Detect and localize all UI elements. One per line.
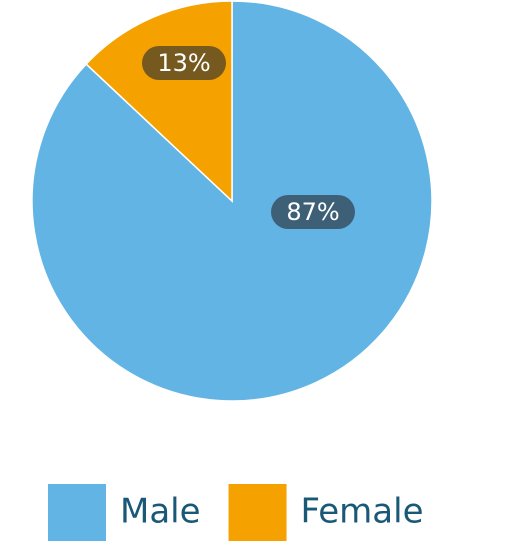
label-background — [271, 195, 355, 229]
legend-swatch — [228, 484, 287, 541]
data-label: 87% — [286, 198, 339, 226]
pie-slice — [31, 0, 433, 402]
data-label: 13% — [157, 49, 210, 77]
label-background — [142, 46, 226, 80]
legend-swatch — [48, 484, 106, 541]
legend-label: Male — [120, 492, 201, 532]
legend-label: Female — [301, 492, 424, 532]
